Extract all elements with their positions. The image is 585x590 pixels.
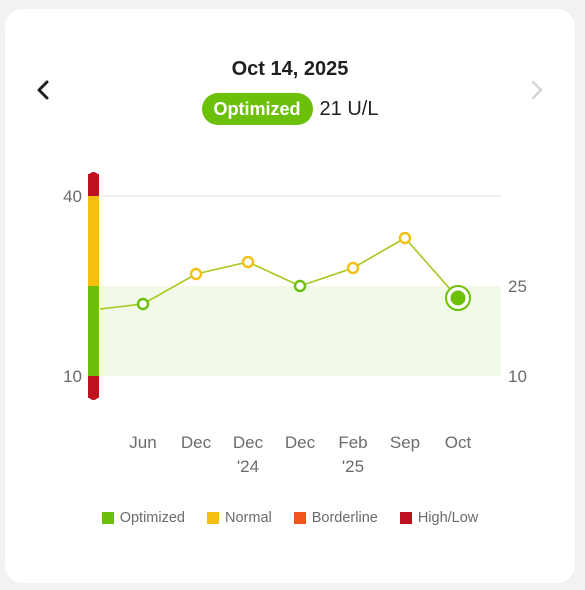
result-value: 21 U/L — [319, 97, 379, 120]
optimized-range-band — [100, 286, 501, 376]
legend-label-optimized: Optimized — [119, 510, 185, 526]
left-axis-tick: 10 — [63, 367, 82, 386]
legend-label-normal: Normal — [225, 510, 272, 526]
right-axis-tick: 25 — [508, 277, 527, 296]
range-bar-cap — [88, 388, 99, 400]
legend-label-high-low: High/Low — [417, 510, 479, 526]
x-axis-tick-label: Dec — [181, 433, 212, 452]
legend-swatch-normal — [207, 512, 219, 524]
legend-item-optimized: Optimized — [101, 510, 185, 526]
x-axis-tick-label: Feb — [338, 433, 367, 452]
range-bar-segment-normal — [88, 196, 99, 286]
data-point — [398, 231, 412, 245]
data-point — [189, 267, 203, 281]
data-point — [346, 261, 360, 275]
line-chart: 40 10 25 10 Jun Dec Dec '24 Dec Feb '25 Sep Oct — [63, 172, 527, 476]
status-badge: Optimized — [201, 93, 313, 125]
range-bar-segment-high-low — [88, 376, 99, 398]
legend-swatch-high-low — [399, 512, 412, 524]
x-axis-tick-label: Jun — [129, 433, 156, 452]
range-bar-cap — [88, 172, 99, 184]
chevron-left-icon[interactable] — [32, 78, 56, 102]
legend-item-high-low: High/Low — [399, 510, 479, 526]
chevron-right-icon[interactable] — [524, 78, 548, 102]
legend-label-borderline: Borderline — [311, 510, 378, 526]
right-axis-tick: 10 — [508, 367, 527, 386]
legend-item-normal: Normal — [207, 510, 272, 526]
data-point — [241, 255, 255, 269]
x-axis-tick-label: Dec — [233, 433, 264, 452]
x-axis-tick-label: Oct — [445, 433, 472, 452]
data-point — [136, 297, 150, 311]
legend-swatch-borderline — [293, 512, 306, 524]
selected-data-point — [450, 290, 466, 306]
data-point — [293, 279, 307, 293]
status-row: Optimized 21 U/L — [0, 93, 580, 125]
selected-date: Oct 14, 2025 — [231, 58, 349, 80]
legend-item-borderline: Borderline — [293, 510, 378, 526]
x-axis-tick-label: '25 — [342, 457, 364, 476]
x-axis-tick-label: Sep — [390, 433, 420, 452]
legend-swatch-optimized — [101, 512, 114, 524]
range-bar-segment-high-low — [88, 174, 99, 196]
legend: Optimized Normal Borderline High/Low — [0, 510, 580, 526]
series-line — [99, 236, 459, 310]
x-axis-tick-label: Dec — [285, 433, 316, 452]
left-axis-tick: 40 — [63, 187, 82, 206]
x-axis-tick-label: '24 — [237, 457, 259, 476]
range-bar-segment-optimized — [88, 286, 99, 376]
